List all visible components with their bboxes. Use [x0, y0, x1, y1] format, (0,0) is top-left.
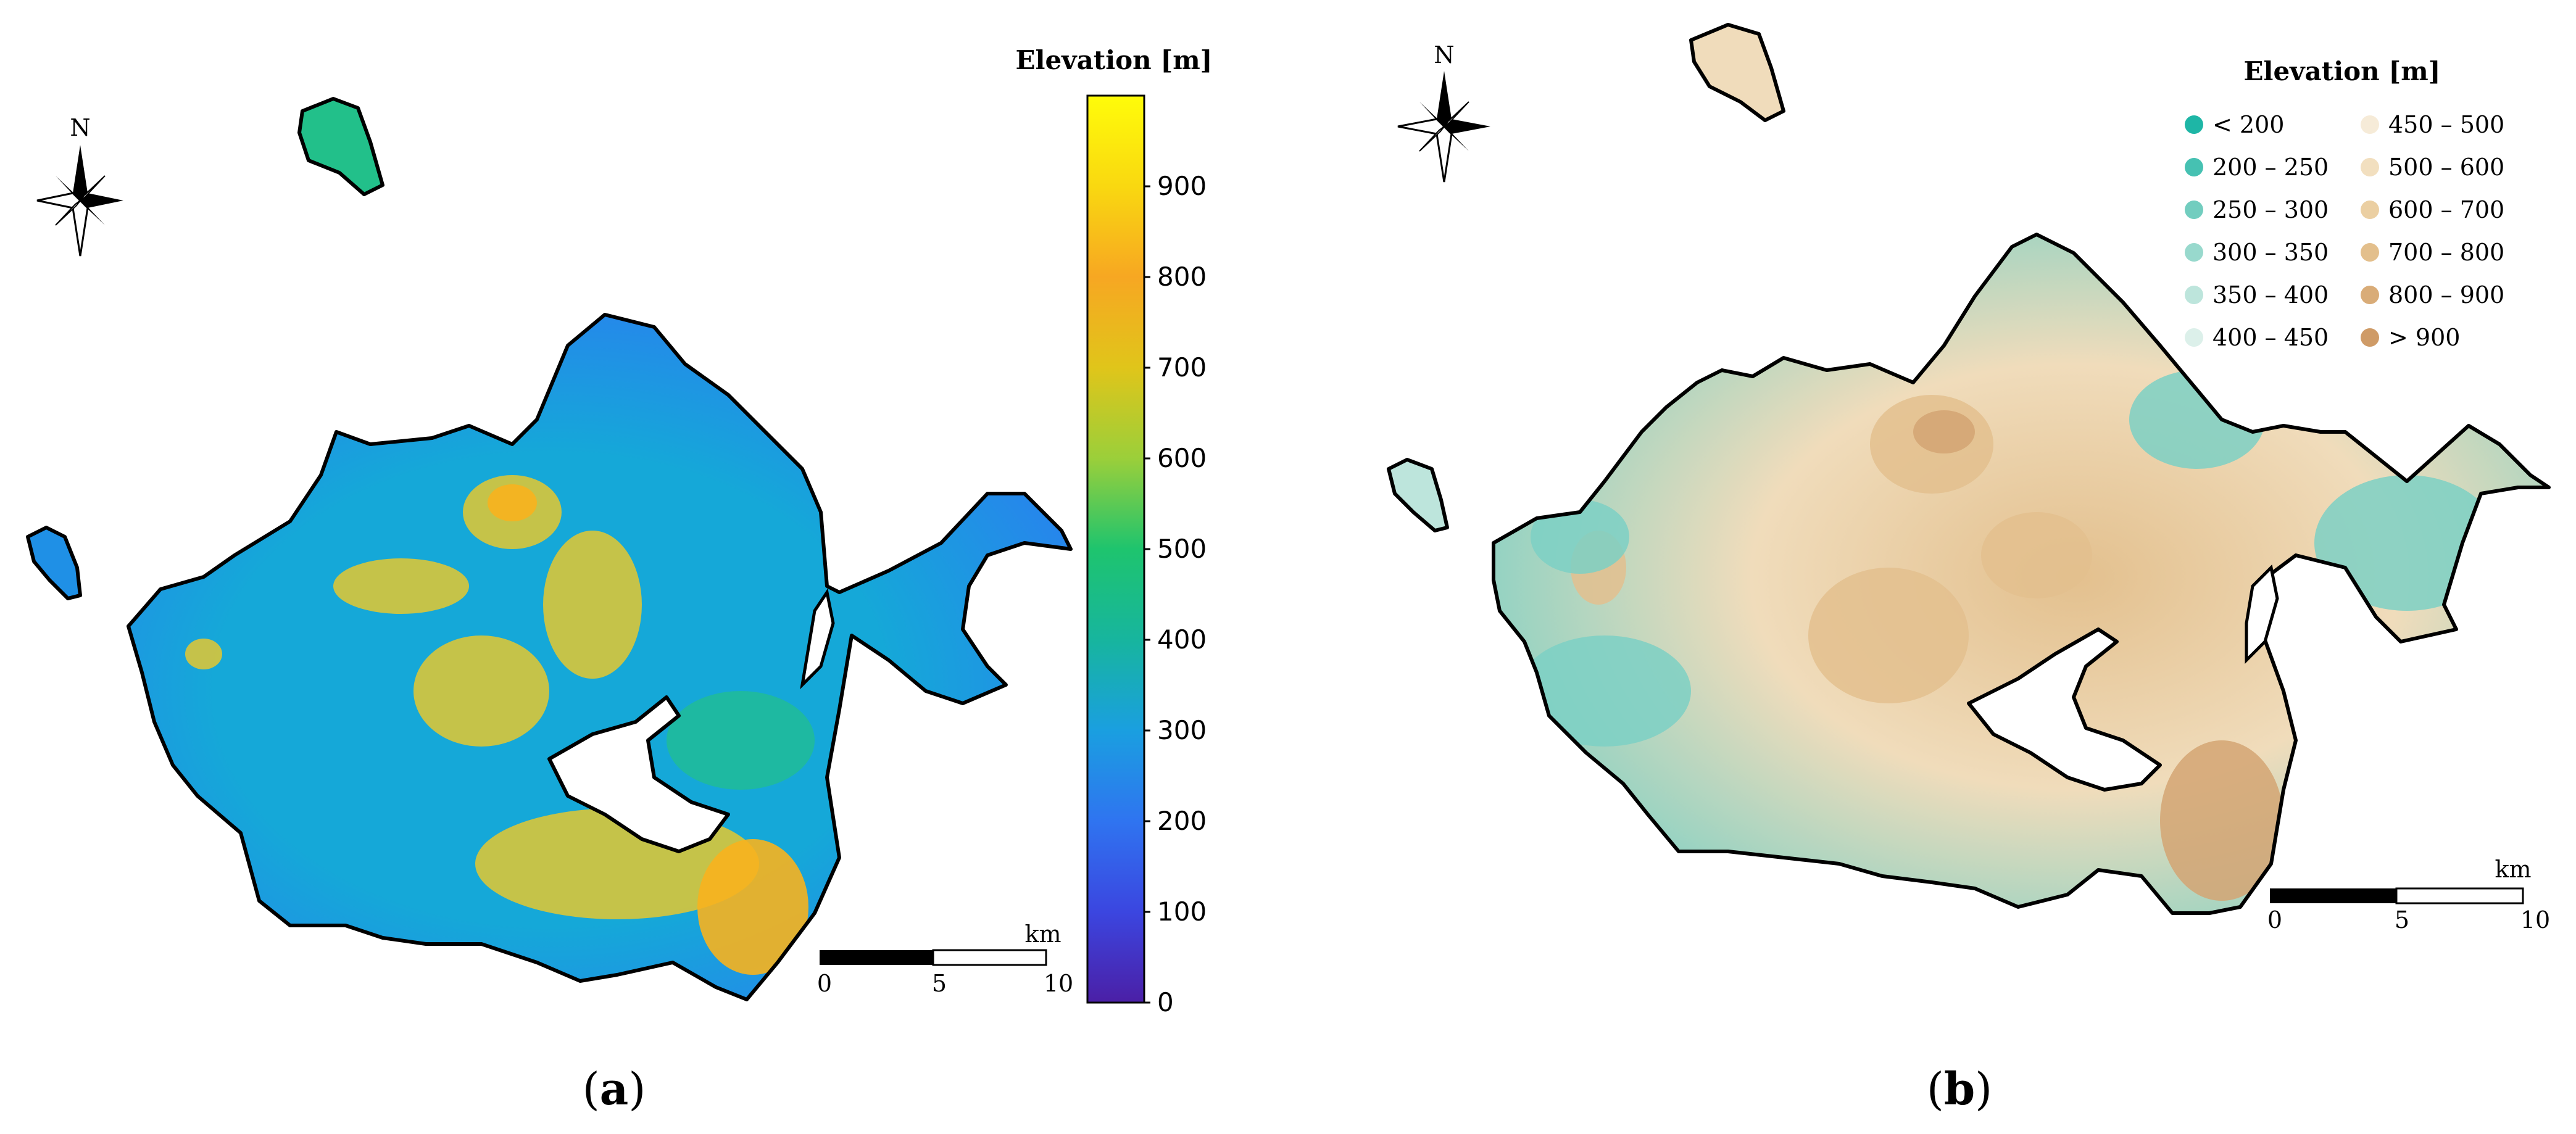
legend-swatch	[2185, 201, 2203, 219]
panel-a-midland	[667, 691, 815, 790]
legend-label: 350 – 400	[2212, 281, 2329, 308]
legend-label: 200 – 250	[2212, 154, 2329, 181]
legend-label: 250 – 300	[2212, 196, 2329, 223]
panel-a-peak-zone	[488, 484, 537, 521]
panel-b-lowland	[1518, 635, 1691, 747]
colorbar-tick-label: 700	[1157, 352, 1207, 383]
panel-b-highland	[1808, 568, 1969, 703]
panel-a-north-island	[297, 97, 384, 196]
colorbar-tick-label: 0	[1157, 987, 1174, 1017]
panel-a-scalebar: km 0 5 10	[817, 921, 1073, 997]
panel-b-lowland	[1531, 500, 1629, 574]
panel-b-legend: < 200 200 – 250 250 – 300 300 – 350 350 – 40…	[2185, 111, 2504, 351]
panel-b-coastline	[1492, 233, 2551, 915]
panel-a-scalebar-white-segment	[932, 949, 1047, 966]
colorbar-tick-label: 100	[1157, 896, 1207, 927]
panel-b-scalebar-white-segment	[2395, 887, 2524, 904]
panel-b-scalebar: km 0 5 10	[2267, 856, 2550, 933]
legend-swatch	[2361, 286, 2379, 304]
panel-a-scalebar-tick: 0	[817, 970, 832, 997]
legend-label: 500 – 600	[2388, 154, 2504, 181]
colorbar-tick-label: 400	[1157, 624, 1207, 655]
panel-a-highland	[185, 639, 222, 669]
legend-swatch	[2185, 328, 2203, 347]
panel-b-lowland	[2129, 370, 2265, 469]
panel-a-scalebar-tick: 10	[1044, 970, 1073, 997]
panel-b-highland	[1981, 512, 2092, 598]
panel-a-label: (a)	[583, 1062, 646, 1115]
colorbar-tick-label: 300	[1157, 715, 1207, 745]
panel-a-legend-title: Elevation [m]	[1015, 45, 1212, 75]
panel-b-north-arrow	[1397, 71, 1490, 183]
panel-a-highland	[333, 558, 469, 614]
legend-label: 800 – 900	[2388, 281, 2504, 308]
panel-b: N Elevation [m] < 200 200 – 250 250 – 300 3…	[1387, 23, 2551, 1115]
legend-label: < 200	[2212, 111, 2284, 138]
colorbar-tick-label: 200	[1157, 806, 1207, 836]
legend-swatch	[2185, 158, 2203, 176]
panel-a-scalebar-tick: 5	[932, 970, 947, 997]
colorbar-tick-label: 500	[1157, 534, 1207, 564]
panel-a-west-islet	[26, 526, 82, 600]
panel-b-lowland	[2314, 475, 2499, 611]
legend-swatch	[2361, 115, 2379, 134]
legend-label: 300 – 350	[2212, 239, 2329, 266]
panel-a-north-arrow	[36, 145, 123, 257]
legend-swatch	[2185, 286, 2203, 304]
panel-b-scalebar-black-segment	[2270, 888, 2396, 903]
colorbar-tick-label: 900	[1157, 171, 1207, 201]
legend-swatch	[2185, 243, 2203, 262]
legend-label: 450 – 500	[2388, 111, 2504, 138]
panel-a-highland	[413, 635, 549, 747]
panel-b-west-islet	[1387, 458, 1449, 532]
panel-b-peak-zone	[2160, 740, 2283, 901]
legend-swatch	[2185, 115, 2203, 134]
panel-b-scalebar-tick: 0	[2267, 906, 2282, 933]
panel-b-label: (b)	[1927, 1062, 1993, 1115]
legend-label: > 900	[2388, 324, 2460, 351]
panel-a-scalebar-black-segment	[820, 950, 933, 965]
panel-a-lake	[547, 695, 730, 853]
legend-swatch	[2361, 328, 2379, 347]
panel-b-north-label: N	[1434, 41, 1454, 68]
panel-b-inlet	[2245, 564, 2279, 664]
panel-a-scalebar-unit: km	[1024, 921, 1061, 948]
panel-a-colorbar	[1086, 94, 1145, 1004]
colorbar-tick-label: 600	[1157, 443, 1207, 473]
panel-b-scalebar-tick: 5	[2395, 906, 2409, 933]
legend-label: 400 – 450	[2212, 324, 2329, 351]
legend-swatch	[2361, 201, 2379, 219]
legend-label: 600 – 700	[2388, 196, 2504, 223]
panel-b-scalebar-unit: km	[2495, 856, 2531, 883]
legend-swatch	[2361, 243, 2379, 262]
panel-a-north-label: N	[70, 114, 90, 141]
panel-a-highland	[543, 531, 642, 679]
panel-b-legend-title: Elevation [m]	[2243, 56, 2440, 86]
panel-a-mainland	[127, 313, 1073, 1001]
panel-b-north-island	[1689, 23, 1785, 122]
legend-swatch	[2361, 158, 2379, 176]
panel-b-peak-zone	[1913, 410, 1975, 453]
legend-label: 700 – 800	[2388, 239, 2504, 266]
panel-a-peak-zone	[697, 839, 808, 975]
panel-a: N Elevation [m] 010020030040050060070080…	[26, 45, 1213, 1115]
panel-b-lake	[1967, 627, 2162, 792]
panel-a-colorbar-ticks: 0 100 200 300 400 500 600 700 800 900	[1144, 171, 1207, 1017]
panel-a-inlet	[800, 588, 835, 690]
colorbar-tick-label: 800	[1157, 262, 1207, 292]
panel-b-scalebar-tick: 10	[2520, 906, 2550, 933]
panel-a-coastline	[127, 313, 1073, 1001]
